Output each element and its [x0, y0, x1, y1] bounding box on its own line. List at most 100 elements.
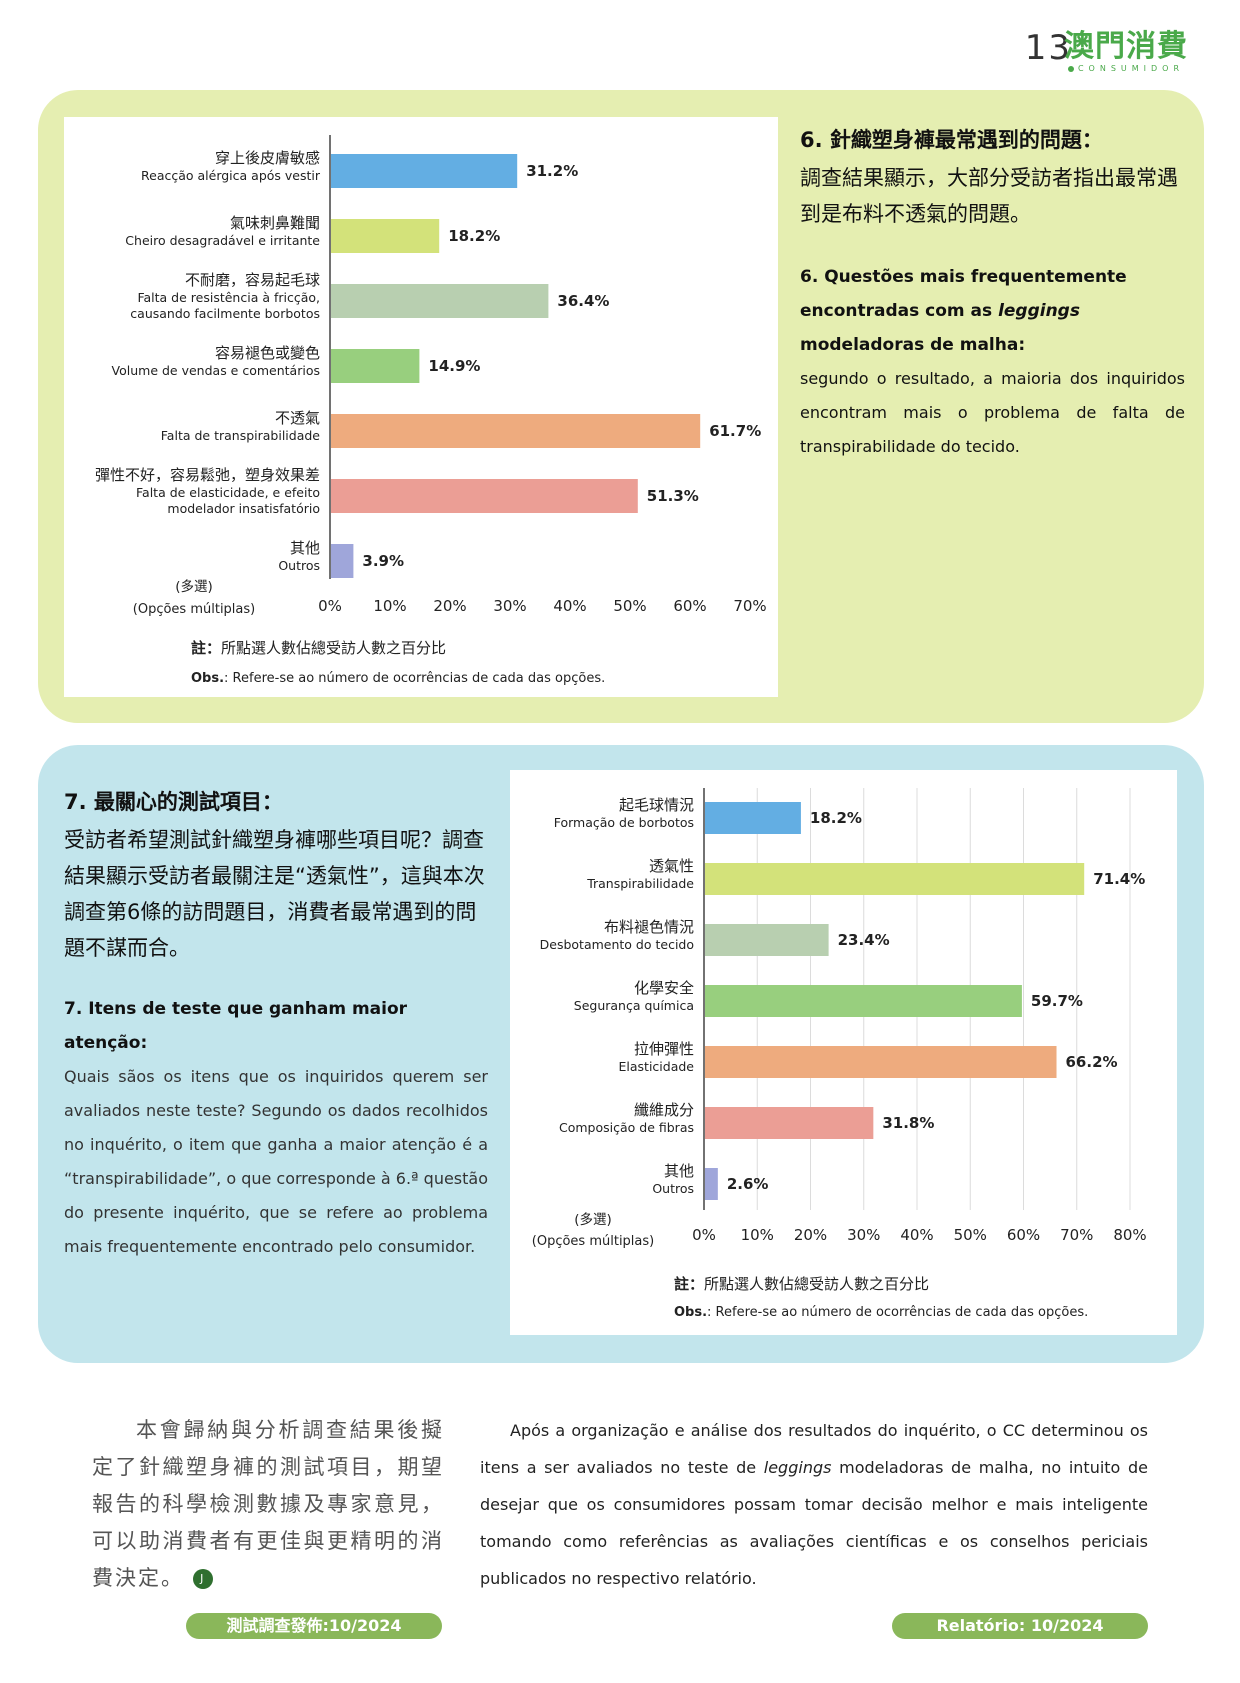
- category-label-zh: 其他: [664, 1162, 694, 1180]
- chart-6-note: 註：所點選人數佔總受訪人數之百分比: [191, 639, 447, 657]
- chart-6: 0% 10% 20% 30% 40% 50% 60% 70% 31.2% 穿上後皮膚敏感Reacç…: [95, 135, 767, 617]
- category-label-pt: Falta de transpirabilidade: [161, 428, 321, 443]
- question-7-text: 7. 最關心的測試項目： 受訪者希望測試針織塑身褲哪些項目呢？調查結果顯示受訪者…: [64, 786, 488, 1264]
- bar: [331, 414, 701, 448]
- category-label-pt: Reacção alérgica após vestir: [141, 168, 321, 183]
- bar: [705, 863, 1085, 895]
- x-tick-label: 70%: [1060, 1226, 1093, 1244]
- bar: [331, 479, 638, 513]
- bar-value-label: 18.2%: [810, 809, 862, 827]
- category-label-pt: causando facilmente borbotos: [130, 306, 320, 321]
- bar: [705, 1168, 718, 1200]
- category-label-zh: 其他: [290, 539, 320, 557]
- brand-logo: 澳門消費 CONSUMIDOR: [1064, 30, 1188, 74]
- category-label-pt: modelador insatisfatório: [167, 501, 320, 516]
- category-label-zh: 起毛球情況: [619, 796, 694, 814]
- question-7-body-pt: Quais sãos os itens que os inquiridos qu…: [64, 1067, 489, 1256]
- question-6-text: 6. 針織塑身褲最常遇到的問題： 調查結果顯示，大部分受訪者指出最常遇到是布料不…: [800, 124, 1185, 464]
- category-label-pt: Composição de fibras: [559, 1120, 694, 1135]
- category-label-zh: 不耐磨，容易起毛球: [185, 271, 320, 289]
- multi-choice-label-pt: (Opções múltiplas): [133, 602, 255, 617]
- x-tick-label: 60%: [1007, 1226, 1040, 1244]
- bar: [331, 349, 420, 383]
- category-label-zh: 彈性不好，容易鬆弛，塑身效果差: [95, 466, 320, 484]
- summary-zh: 本會歸納與分析調查結果後擬定了針織塑身褲的測試項目，期望報告的科學檢測數據及專家…: [92, 1418, 444, 1590]
- chart-7: 0% 10% 20% 30% 40% 50% 60% 70% 80% 18.2% 起毛球情況Form…: [532, 788, 1147, 1249]
- chart-7-card: 0% 10% 20% 30% 40% 50% 60% 70% 80% 18.2% 起毛球情況 Form…: [510, 770, 1177, 1335]
- bar: [705, 924, 829, 956]
- brand-dot-icon: [1067, 65, 1074, 72]
- bar-value-label: 66.2%: [1066, 1053, 1118, 1071]
- x-tick-label: 0%: [318, 597, 342, 615]
- category-label-zh: 不透氣: [275, 409, 320, 427]
- x-tick-label: 10%: [741, 1226, 774, 1244]
- x-tick-label: 0%: [692, 1226, 716, 1244]
- x-tick-label: 80%: [1113, 1226, 1146, 1244]
- category-label-pt: Outros: [652, 1181, 694, 1196]
- category-label-pt: Falta de elasticidade, e efeito: [136, 485, 320, 500]
- x-tick-label: 20%: [794, 1226, 827, 1244]
- question-6-body-pt: segundo o resultado, a maioria dos inqui…: [800, 369, 1185, 456]
- category-label-pt: Cheiro desagradável e irritante: [125, 233, 320, 248]
- category-label-zh: 纖維成分: [634, 1101, 694, 1119]
- bar-value-label: 51.3%: [647, 487, 699, 505]
- question-6-title-pt: 6. Questões mais frequentemente encontra…: [800, 267, 1127, 355]
- page-number: 13: [1024, 28, 1072, 68]
- category-label-pt: Segurança química: [574, 998, 694, 1013]
- question-6-title-zh: 6. 針織塑身褲最常遇到的問題：: [800, 128, 1103, 152]
- bar-value-label: 59.7%: [1031, 992, 1083, 1010]
- x-tick-label: 30%: [493, 597, 526, 615]
- footer-date-pt: Relatório: 10/2024: [892, 1613, 1148, 1639]
- x-tick-label: 60%: [673, 597, 706, 615]
- category-label-pt: Outros: [278, 558, 320, 573]
- bar-value-label: 71.4%: [1093, 870, 1145, 888]
- summary-pt: Após a organização e análise dos resulta…: [480, 1421, 1148, 1588]
- category-label-pt: Desbotamento do tecido: [540, 937, 694, 952]
- x-tick-label: 30%: [847, 1226, 880, 1244]
- bar: [331, 544, 354, 578]
- category-label-zh: 化學安全: [634, 979, 694, 997]
- chart-7-note: 註：所點選人數佔總受訪人數之百分比: [674, 1275, 930, 1293]
- footer-date-zh: 測試調查發佈:10/2024: [186, 1613, 442, 1639]
- category-label-zh: 透氣性: [649, 857, 694, 875]
- bar-value-label: 61.7%: [709, 422, 761, 440]
- bar-value-label: 31.8%: [882, 1114, 934, 1132]
- multi-choice-label-pt: (Opções múltiplas): [532, 1234, 654, 1249]
- bar-value-label: 14.9%: [428, 357, 480, 375]
- category-label-zh: 布料褪色情況: [604, 918, 694, 936]
- x-tick-label: 50%: [954, 1226, 987, 1244]
- x-tick-label: 20%: [433, 597, 466, 615]
- x-tick-label: 50%: [613, 597, 646, 615]
- end-mark-icon: J: [192, 1569, 213, 1589]
- bar-value-label: 2.6%: [727, 1175, 769, 1193]
- bar: [331, 154, 518, 188]
- chart-6-obs: Obs.: Refere-se ao número de ocorrências…: [191, 671, 606, 686]
- category-label-pt: Falta de resistência à fricção,: [137, 290, 320, 305]
- question-7-title-zh: 7. 最關心的測試項目：: [64, 790, 283, 814]
- category-label-pt: Volume de vendas e comentários: [112, 363, 320, 378]
- bar: [331, 219, 440, 253]
- bar-value-label: 23.4%: [838, 931, 890, 949]
- bar: [705, 802, 801, 834]
- x-tick-label: 10%: [373, 597, 406, 615]
- bar-value-label: 18.2%: [448, 227, 500, 245]
- bar-value-label: 31.2%: [526, 162, 578, 180]
- category-label-pt: Transpirabilidade: [586, 876, 694, 891]
- chart-6-card: 0% 10% 20% 30% 40% 50% 60% 70% 31.2% 穿上後皮膚敏感 Reacç…: [64, 117, 778, 697]
- x-tick-label: 40%: [553, 597, 586, 615]
- question-7-title-pt: 7. Itens de teste que ganham maior atenç…: [64, 999, 408, 1053]
- x-tick-label: 70%: [733, 597, 766, 615]
- bar: [705, 1107, 874, 1139]
- category-label-pt: Elasticidade: [619, 1059, 695, 1074]
- brand-name-zh: 澳門消費: [1064, 29, 1188, 64]
- multi-choice-label-zh: (多選): [574, 1211, 612, 1228]
- category-label-pt: Formação de borbotos: [554, 815, 694, 830]
- category-label-zh: 氣味刺鼻難聞: [230, 214, 320, 232]
- bar-value-label: 3.9%: [362, 552, 404, 570]
- question-6-body-zh: 調查結果顯示，大部分受訪者指出最常遇到是布料不透氣的問題。: [800, 166, 1178, 226]
- bar: [331, 284, 549, 318]
- multi-choice-label-zh: (多選): [175, 578, 213, 595]
- brand-name-pt: CONSUMIDOR: [1064, 64, 1188, 74]
- chart-7-obs: Obs.: Refere-se ao número de ocorrências…: [674, 1305, 1089, 1320]
- x-tick-label: 40%: [900, 1226, 933, 1244]
